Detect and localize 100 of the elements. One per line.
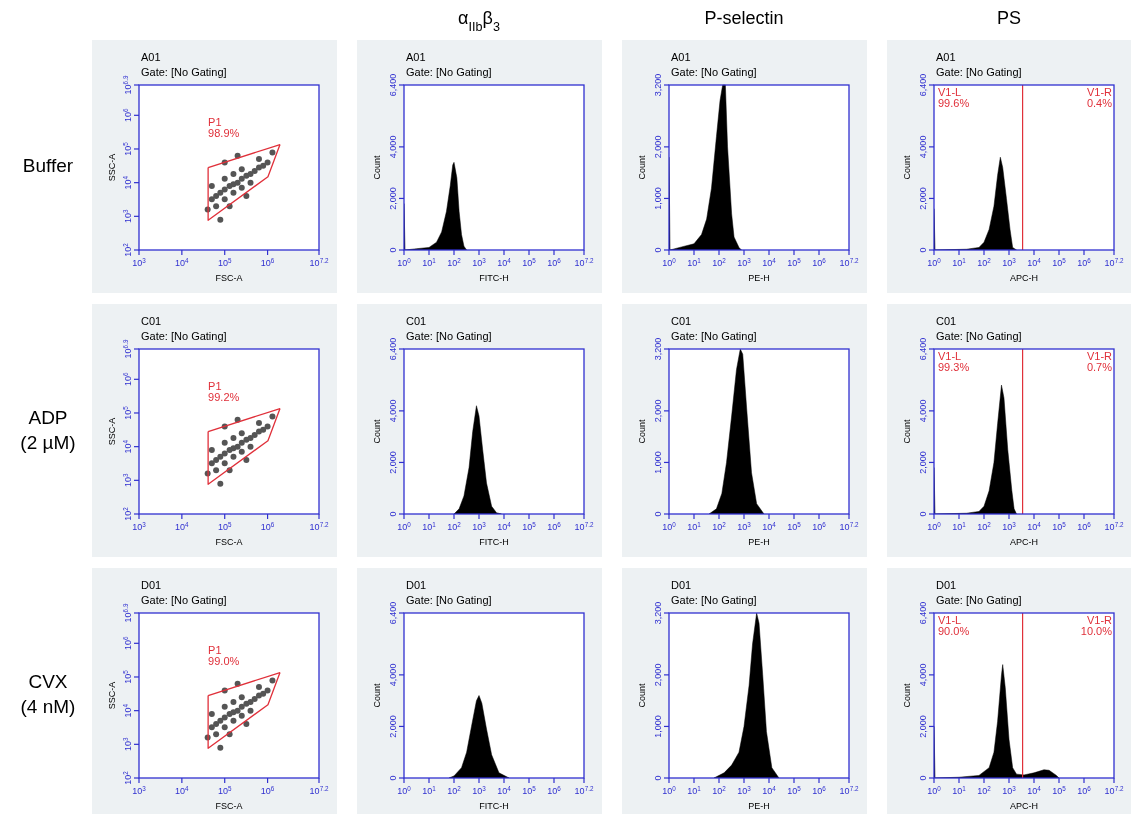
x-tick-label: 10$^{6}$ [260, 256, 275, 268]
x-tick-label: 10$^{7.2}$ [309, 784, 329, 796]
x-tick-label: 10$^{7.2}$ [1104, 784, 1124, 796]
x-tick-label: 10$^{1}$ [687, 520, 702, 532]
x-tick-label: 10$^{4}$ [1027, 520, 1042, 532]
chart-subtitle: Gate: [No Gating] [406, 594, 492, 606]
y-tick-label: 0 [388, 775, 398, 781]
x-tick-label: 10$^{3}$ [1002, 784, 1017, 796]
x-tick-label: 10$^{0}$ [662, 256, 677, 268]
x-tick-label: 10$^{2}$ [447, 256, 462, 268]
y-axis-title: Count [637, 683, 647, 708]
annotation: P1 98.9% [208, 115, 240, 139]
x-tick-label: 10$^{5}$ [1052, 256, 1067, 268]
x-tick-label: 10$^{3}$ [1002, 256, 1017, 268]
y-tick-label: 0 [918, 775, 928, 781]
x-tick-label: 10$^{6}$ [1077, 256, 1092, 268]
x-tick-label: 10$^{4}$ [175, 520, 190, 532]
x-tick-label: 10$^{7.2}$ [574, 256, 594, 268]
x-tick-label: 10$^{5}$ [522, 784, 537, 796]
annotation: V1-L 99.6% [938, 86, 970, 109]
y-axis-title: Count [372, 683, 382, 708]
y-tick-label: 4,000 [918, 399, 928, 423]
x-axis-title: FITC-H [479, 273, 509, 283]
x-tick-label: 10$^{0}$ [397, 520, 412, 532]
y-tick-label: 0 [653, 247, 663, 253]
y-tick-label: 2,000 [388, 715, 398, 738]
annotation: V1-R 0.7% [1086, 350, 1113, 373]
chart-subtitle: Gate: [No Gating] [936, 594, 1022, 606]
x-tick-label: 10$^{3}$ [472, 256, 487, 268]
x-tick-label: 10$^{7.2}$ [309, 520, 329, 532]
x-tick-label: 10$^{2}$ [447, 784, 462, 796]
y-axis-title: SSC-A [107, 681, 117, 710]
x-tick-label: 10$^{3}$ [132, 784, 147, 796]
x-tick-label: 10$^{2}$ [977, 784, 992, 796]
x-tick-label: 10$^{6}$ [812, 784, 827, 796]
chart-title: C01 [141, 315, 162, 327]
y-tick-label: 4,000 [918, 135, 928, 159]
x-tick-label: 10$^{1}$ [952, 520, 967, 532]
x-axis-title: PE-H [748, 273, 770, 283]
x-axis-title: FSC-A [215, 537, 243, 547]
x-tick-label: 10$^{2}$ [712, 520, 727, 532]
x-tick-label: 10$^{6}$ [547, 520, 562, 532]
x-tick-label: 10$^{6}$ [260, 520, 275, 532]
x-tick-label: 10$^{4}$ [497, 256, 512, 268]
chart-title: D01 [406, 579, 427, 591]
x-axis-title: APC-H [1009, 273, 1039, 283]
y-tick-label: 6,400 [388, 601, 398, 625]
chart-subtitle: Gate: [No Gating] [141, 594, 227, 606]
y-axis-title: Count [902, 419, 912, 444]
x-tick-label: 10$^{6}$ [547, 784, 562, 796]
x-axis-title: APC-H [1009, 537, 1039, 547]
x-tick-label: 10$^{5}$ [522, 256, 537, 268]
x-tick-label: 10$^{0}$ [397, 256, 412, 268]
y-tick-label: 4,000 [388, 399, 398, 423]
y-tick-label: 2,000 [653, 663, 663, 687]
y-tick-label: 0 [388, 247, 398, 253]
y-tick-label: 0 [918, 511, 928, 517]
chart-subtitle: Gate: [No Gating] [406, 330, 492, 342]
x-tick-label: 10$^{3}$ [737, 256, 752, 268]
x-axis-title: FITC-H [479, 537, 509, 547]
x-tick-label: 10$^{2}$ [447, 520, 462, 532]
x-axis-title: FSC-A [215, 273, 243, 283]
x-tick-label: 10$^{7.2}$ [839, 784, 859, 796]
annotation: V1-L 99.3% [938, 350, 970, 373]
y-tick-label: 4,000 [388, 663, 398, 687]
x-tick-label: 10$^{7.2}$ [574, 520, 594, 532]
x-tick-label: 10$^{1}$ [422, 784, 437, 796]
x-tick-label: 10$^{0}$ [927, 520, 942, 532]
y-tick-label: 6,400 [388, 337, 398, 361]
x-tick-label: 10$^{4}$ [1027, 256, 1042, 268]
chart-title: A01 [141, 51, 161, 63]
chart-subtitle: Gate: [No Gating] [671, 330, 757, 342]
y-axis-title: Count [637, 419, 647, 444]
y-tick-label: 1,000 [653, 187, 663, 210]
x-tick-label: 10$^{4}$ [497, 784, 512, 796]
x-tick-label: 10$^{5}$ [787, 784, 802, 796]
x-tick-label: 10$^{6}$ [547, 256, 562, 268]
chart-title: D01 [141, 579, 162, 591]
chart-subtitle: Gate: [No Gating] [141, 66, 227, 78]
x-tick-label: 10$^{4}$ [497, 520, 512, 532]
x-tick-label: 10$^{5}$ [217, 520, 232, 532]
x-tick-label: 10$^{6}$ [812, 520, 827, 532]
x-tick-label: 10$^{7.2}$ [1104, 256, 1124, 268]
x-tick-label: 10$^{5}$ [217, 784, 232, 796]
x-axis-title: FITC-H [479, 801, 509, 811]
x-tick-label: 10$^{4}$ [762, 256, 777, 268]
x-tick-label: 10$^{5}$ [787, 256, 802, 268]
x-tick-label: 10$^{7.2}$ [574, 784, 594, 796]
y-axis-title: SSC-A [107, 417, 117, 446]
chart-title: D01 [936, 579, 957, 591]
x-tick-label: 10$^{6}$ [260, 784, 275, 796]
y-axis-title: Count [902, 683, 912, 708]
chart-subtitle: Gate: [No Gating] [671, 66, 757, 78]
y-tick-label: 3,200 [653, 337, 663, 361]
x-tick-label: 10$^{4}$ [762, 520, 777, 532]
y-axis-title: Count [372, 155, 382, 180]
y-tick-label: 4,000 [388, 135, 398, 159]
x-tick-label: 10$^{1}$ [952, 784, 967, 796]
y-tick-label: 6,400 [918, 337, 928, 361]
x-tick-label: 10$^{7.2}$ [1104, 520, 1124, 532]
